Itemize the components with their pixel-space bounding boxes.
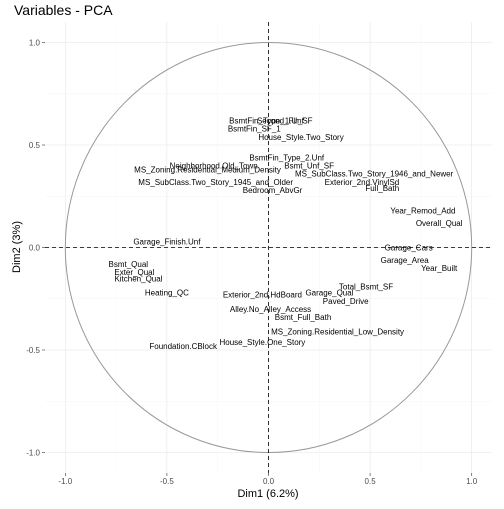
variable-label: Heating_QC [145, 289, 189, 298]
variable-label: BsmtFin_Type_1.Unf [229, 116, 304, 125]
variable-label: House_Style.One_Story [219, 338, 305, 347]
variable-label: Garage_Finish.Unf [133, 237, 201, 246]
variable-label: Bedroom_AbvGr [243, 186, 303, 195]
variable-label: Overall_Qual [416, 219, 463, 228]
variable-label: Exterior_2nd.VinylSd [325, 178, 400, 187]
x-tick-label: 1.0 [466, 477, 478, 486]
variable-label: Neighborhood.Old_Town [170, 162, 258, 171]
variable-label: BsmtFin_SF_1 [228, 125, 281, 134]
x-tick-label: -0.5 [160, 477, 174, 486]
reference-lines [45, 22, 492, 473]
y-tick-label: -1.0 [26, 449, 40, 458]
variable-label: Bsmt_Full_Bath [275, 313, 331, 322]
y-axis-label: Dim2 (3%) [11, 221, 23, 273]
variable-label: Garage_Area [381, 256, 430, 265]
variable-label: Year_Built [421, 264, 458, 273]
variable-label: MS_Zoning.Residential_Medium_Density [134, 166, 281, 175]
variable-label: Paved_Drive [323, 297, 369, 306]
variable-labels-layer: Second_Flr_SFBsmtFin_Type_1.UnfBsmtFin_S… [109, 116, 463, 351]
variable-label: MS_Zoning.Residential_Low_Density [271, 328, 404, 337]
chart-title: Variables - PCA [14, 2, 113, 18]
variable-label: Second_Flr_SF [257, 116, 313, 125]
y-tick-label: -0.5 [26, 346, 40, 355]
variable-label: Exter_Qual [114, 268, 154, 277]
x-tick-label: -1.0 [58, 477, 72, 486]
x-axis-label: Dim1 (6.2%) [237, 488, 298, 500]
variable-label: Garage_Cars [385, 244, 433, 253]
variable-label: Full_Bath [365, 184, 399, 193]
axis-layer: -1.0 -0.5 0.0 0.5 1.0 -1.0 -0.5 0.0 0.5 1.0 [26, 39, 478, 487]
variable-label: House_Style.Two_Story [258, 133, 343, 142]
variable-label: Total_Bsmt_SF [339, 282, 393, 291]
variable-label: Year_Remod_Add [390, 207, 455, 216]
variable-label: Foundation.CBlock [149, 342, 218, 351]
variable-label: MS_SubClass.Two_Story_1945_and_Older [138, 178, 293, 187]
variable-label: Bsmt_Qual [109, 260, 149, 269]
x-tick-label: 0.5 [365, 477, 377, 486]
variable-label: Exterior_2nd.HdBoard [223, 291, 302, 300]
variable-label: MS_SubClass.Two_Story_1946_and_Newer [295, 170, 454, 179]
variable-label: BsmtFin_Type_2.Unf [249, 153, 324, 162]
y-tick-label: 0.0 [29, 244, 41, 253]
y-tick-label: 0.5 [29, 141, 41, 150]
variable-label: Alley.No_Alley_Access [230, 305, 311, 314]
variable-label: Garage_Qual [305, 289, 353, 298]
y-tick-label: 1.0 [29, 39, 41, 48]
variable-label: Bsmt_Unf_SF [284, 162, 334, 171]
x-tick-label: 0.0 [263, 477, 275, 486]
variable-label: Kitchen_Qual [114, 274, 162, 283]
